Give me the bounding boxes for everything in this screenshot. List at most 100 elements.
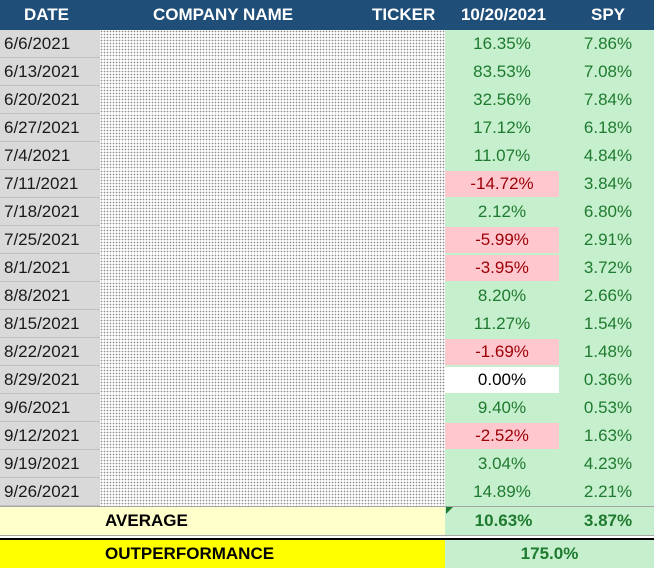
header-company: COMPANY NAME — [153, 5, 294, 24]
date-cell[interactable]: 7/11/2021 — [0, 170, 100, 198]
spy-cell[interactable]: 4.84% — [562, 142, 654, 170]
spy-cell[interactable]: 1.63% — [562, 422, 654, 450]
spy-cell[interactable]: 0.53% — [562, 394, 654, 422]
header-date[interactable]: DATE — [0, 0, 100, 30]
spy-cell[interactable]: 3.72% — [562, 254, 654, 282]
company-ticker-cell[interactable] — [100, 338, 445, 366]
return-cell[interactable]: -14.72% — [445, 170, 562, 198]
spy-cell[interactable]: 7.84% — [562, 86, 654, 114]
return-cell[interactable]: 3.04% — [445, 450, 562, 478]
company-ticker-cell[interactable] — [100, 366, 445, 394]
company-ticker-cell[interactable] — [100, 478, 445, 506]
header-returns-date[interactable]: 10/20/2021 — [445, 0, 562, 30]
date-cell[interactable]: 6/13/2021 — [0, 58, 100, 86]
return-cell[interactable]: 17.12% — [445, 114, 562, 142]
date-cell[interactable]: 8/29/2021 — [0, 366, 100, 394]
spy-cell[interactable]: 4.23% — [562, 450, 654, 478]
return-value: 8.20% — [445, 283, 559, 309]
return-value: 83.53% — [445, 59, 559, 85]
average-row: AVERAGE 10.63% 3.87% — [0, 506, 654, 536]
return-cell[interactable]: -5.99% — [445, 226, 562, 254]
company-ticker-cell[interactable] — [100, 198, 445, 226]
return-cell[interactable]: 11.07% — [445, 142, 562, 170]
return-cell[interactable]: 2.12% — [445, 198, 562, 226]
company-ticker-cell[interactable] — [100, 142, 445, 170]
average-spy[interactable]: 3.87% — [562, 507, 654, 535]
table-row: 6/27/2021 17.12% 6.18% — [0, 114, 654, 142]
date-cell[interactable]: 8/8/2021 — [0, 282, 100, 310]
table-row: 9/6/2021 9.40% 0.53% — [0, 394, 654, 422]
date-cell[interactable]: 8/15/2021 — [0, 310, 100, 338]
date-cell[interactable]: 7/25/2021 — [0, 226, 100, 254]
company-ticker-cell[interactable] — [100, 114, 445, 142]
header-spy[interactable]: SPY — [562, 0, 654, 30]
return-cell[interactable]: 11.27% — [445, 310, 562, 338]
outperformance-value[interactable]: 175.0% — [445, 540, 654, 568]
date-cell[interactable]: 6/27/2021 — [0, 114, 100, 142]
company-ticker-cell[interactable] — [100, 86, 445, 114]
return-cell[interactable]: -3.95% — [445, 254, 562, 282]
spy-cell[interactable]: 6.80% — [562, 198, 654, 226]
return-cell[interactable]: 83.53% — [445, 58, 562, 86]
return-cell[interactable]: 14.89% — [445, 478, 562, 506]
date-cell[interactable]: 8/1/2021 — [0, 254, 100, 282]
spy-cell[interactable]: 7.86% — [562, 30, 654, 58]
table-row: 8/8/2021 8.20% 2.66% — [0, 282, 654, 310]
date-cell[interactable]: 6/6/2021 — [0, 30, 100, 58]
company-ticker-cell[interactable] — [100, 30, 445, 58]
return-value: 17.12% — [445, 115, 559, 141]
table-row: 6/13/2021 83.53% 7.08% — [0, 58, 654, 86]
table-row: 7/18/2021 2.12% 6.80% — [0, 198, 654, 226]
spy-cell[interactable]: 0.36% — [562, 366, 654, 394]
company-ticker-cell[interactable] — [100, 254, 445, 282]
company-ticker-cell[interactable] — [100, 58, 445, 86]
return-value: 32.56% — [445, 87, 559, 113]
date-cell[interactable]: 7/4/2021 — [0, 142, 100, 170]
return-cell[interactable]: 16.35% — [445, 30, 562, 58]
spy-cell[interactable]: 2.21% — [562, 478, 654, 506]
return-value: 0.00% — [445, 367, 559, 393]
spy-cell[interactable]: 2.66% — [562, 282, 654, 310]
company-ticker-cell[interactable] — [100, 310, 445, 338]
spy-cell[interactable]: 7.08% — [562, 58, 654, 86]
header-company-ticker[interactable]: COMPANY NAME TICKER — [100, 0, 445, 30]
header-ticker: TICKER — [372, 5, 436, 24]
return-value: -5.99% — [445, 227, 559, 253]
date-cell[interactable]: 7/18/2021 — [0, 198, 100, 226]
return-cell[interactable]: 8.20% — [445, 282, 562, 310]
company-ticker-cell[interactable] — [100, 226, 445, 254]
company-ticker-cell[interactable] — [100, 450, 445, 478]
spy-cell[interactable]: 2.91% — [562, 226, 654, 254]
company-ticker-cell[interactable] — [100, 282, 445, 310]
return-cell[interactable]: -2.52% — [445, 422, 562, 450]
date-cell[interactable]: 9/6/2021 — [0, 394, 100, 422]
company-ticker-cell[interactable] — [100, 422, 445, 450]
data-rows: 6/6/2021 16.35% 7.86% 6/13/2021 83.53% 7.08% 6… — [0, 30, 654, 506]
table-row: 6/20/2021 32.56% 7.84% — [0, 86, 654, 114]
date-cell[interactable]: 9/19/2021 — [0, 450, 100, 478]
company-ticker-cell[interactable] — [100, 170, 445, 198]
spy-cell[interactable]: 1.54% — [562, 310, 654, 338]
return-cell[interactable]: 32.56% — [445, 86, 562, 114]
return-value: 14.89% — [445, 479, 559, 505]
return-cell[interactable]: -1.69% — [445, 338, 562, 366]
date-cell[interactable]: 8/22/2021 — [0, 338, 100, 366]
spy-cell[interactable]: 3.84% — [562, 170, 654, 198]
date-cell[interactable]: 9/12/2021 — [0, 422, 100, 450]
table-row: 8/15/2021 11.27% 1.54% — [0, 310, 654, 338]
error-flag-icon — [446, 507, 453, 514]
average-date-cell[interactable] — [0, 507, 100, 535]
spy-cell[interactable]: 6.18% — [562, 114, 654, 142]
spy-cell[interactable]: 1.48% — [562, 338, 654, 366]
date-cell[interactable]: 6/20/2021 — [0, 86, 100, 114]
return-cell[interactable]: 0.00% — [445, 366, 562, 394]
average-return[interactable]: 10.63% — [445, 507, 562, 535]
return-value: 11.27% — [445, 311, 559, 337]
return-cell[interactable]: 9.40% — [445, 394, 562, 422]
return-value: -2.52% — [445, 423, 559, 449]
company-ticker-cell[interactable] — [100, 394, 445, 422]
date-cell[interactable]: 9/26/2021 — [0, 478, 100, 506]
outperformance-label[interactable]: OUTPERFORMANCE — [100, 540, 445, 568]
outperformance-date-cell[interactable] — [0, 540, 100, 568]
average-label[interactable]: AVERAGE — [100, 507, 445, 535]
